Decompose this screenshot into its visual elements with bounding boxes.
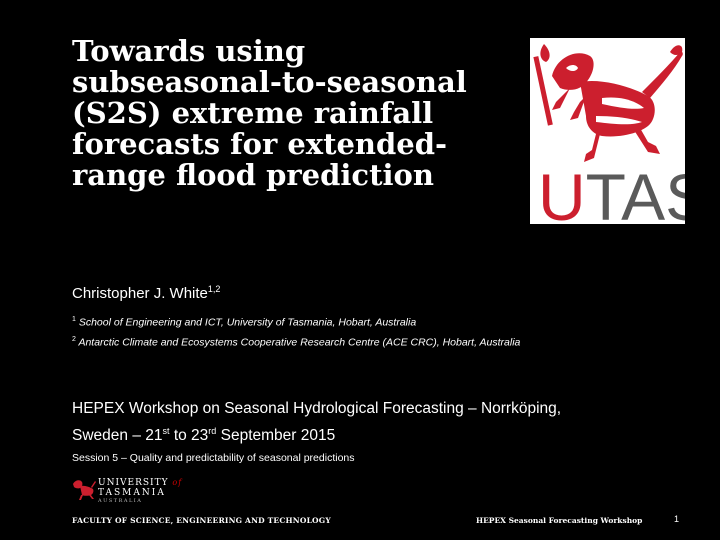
workshop-line-2: Sweden – 21st to 23rd September 2015 bbox=[72, 426, 336, 445]
footer-faculty: FACULTY OF SCIENCE, ENGINEERING AND TECH… bbox=[72, 516, 331, 525]
footer-workshop: HEPEX Seasonal Forecasting Workshop bbox=[476, 516, 643, 525]
logo-tas: TAS bbox=[586, 160, 685, 224]
logo-u: U bbox=[538, 160, 586, 224]
title-line: Towards using bbox=[72, 34, 306, 68]
title-line: (S2S) extreme rainfall bbox=[72, 96, 434, 130]
title-line: forecasts for extended- bbox=[72, 127, 448, 161]
slide-title: Towards using subseasonal-to-seasonal (S… bbox=[72, 36, 512, 191]
small-logo-university: UNIVERSITY bbox=[98, 478, 169, 488]
author-name: Christopher J. White1,2 bbox=[72, 284, 221, 302]
page-number: 1 bbox=[674, 514, 680, 524]
small-logo-australia: AUSTRALIA bbox=[98, 498, 143, 504]
university-of-tasmania-logo: UNIVERSITY of TASMANIA AUSTRALIA bbox=[70, 476, 200, 510]
svg-text:UTAS: UTAS bbox=[538, 160, 685, 224]
lion-icon: UTAS bbox=[533, 44, 685, 224]
affiliation-2: 2 Antarctic Climate and Ecosystems Coope… bbox=[72, 336, 521, 349]
session-text: Session 5 – Quality and predictability o… bbox=[72, 452, 355, 464]
workshop-title: HEPEX Workshop on Seasonal Hydrological … bbox=[72, 398, 672, 447]
utas-logo: UTAS bbox=[530, 38, 685, 224]
affiliation-1: 1 School of Engineering and ICT, Univers… bbox=[72, 316, 417, 329]
small-logo-of: of bbox=[172, 478, 183, 487]
small-logo-tasmania: TASMANIA bbox=[98, 488, 166, 498]
title-line: range flood prediction bbox=[72, 158, 434, 192]
title-line: subseasonal-to-seasonal bbox=[72, 65, 467, 99]
small-lion-icon bbox=[73, 480, 96, 500]
workshop-line-1: HEPEX Workshop on Seasonal Hydrological … bbox=[72, 400, 562, 417]
